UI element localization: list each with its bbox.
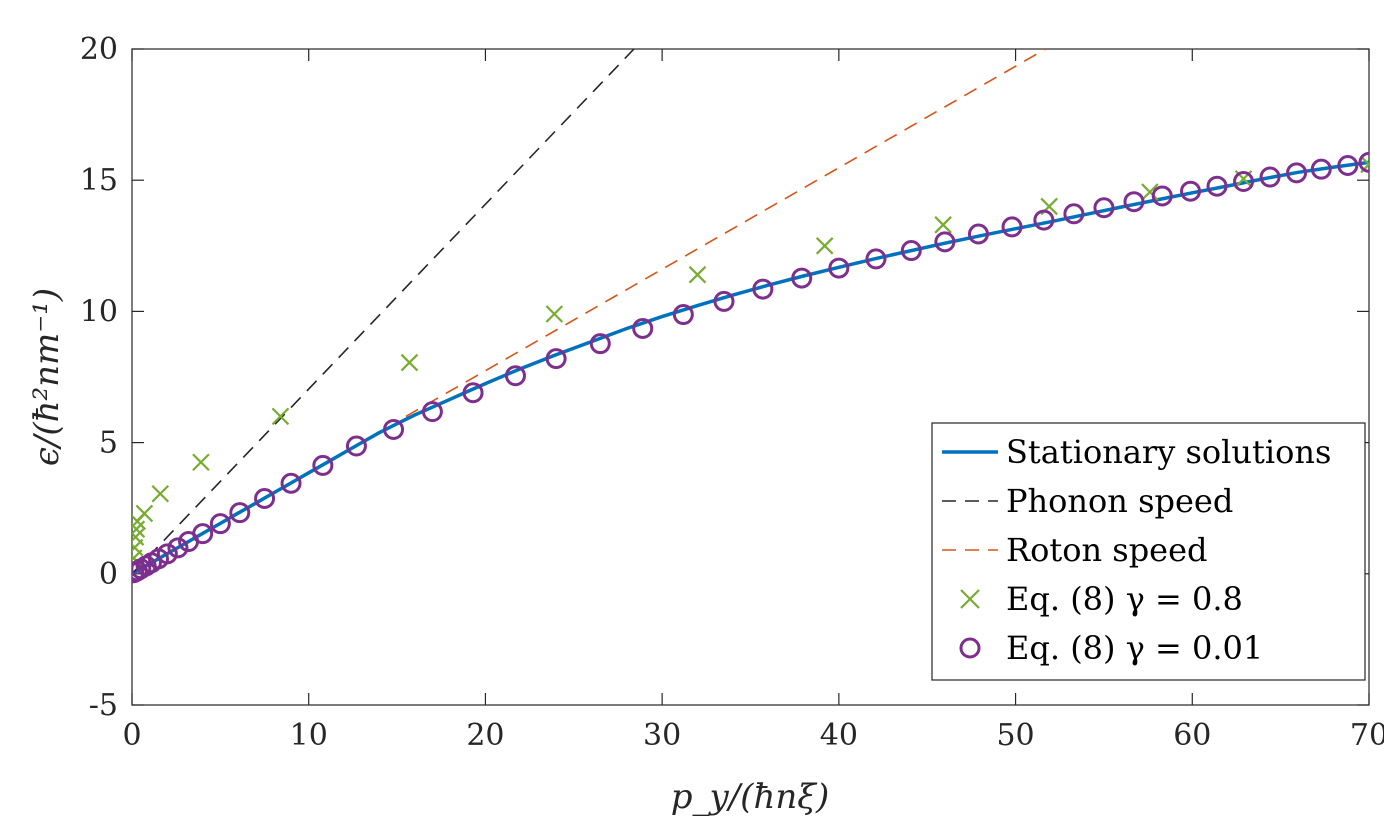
legend-label: Stationary solutions — [1006, 433, 1331, 471]
x-marker — [960, 589, 980, 609]
legend: Stationary solutions Phonon speed Roton sp… — [931, 422, 1366, 681]
legend-label: Eq. (8) γ = 0.8 — [1006, 580, 1243, 618]
o-marker — [1033, 209, 1055, 231]
o-marker — [1358, 151, 1369, 173]
x-marker — [815, 237, 834, 255]
legend-box — [931, 422, 1366, 681]
x-tick-label: 0 — [122, 718, 141, 753]
o-marker — [1310, 158, 1332, 180]
o-marker — [967, 223, 989, 245]
o-marker — [192, 523, 214, 545]
legend-item: Roton speed — [942, 531, 1208, 569]
x-marker — [135, 504, 154, 523]
y-tick-label: 5 — [99, 426, 118, 461]
x-axis-label: p_y/(ħnξ) — [671, 777, 829, 817]
o-marker — [1259, 166, 1281, 188]
x-tick-label: 20 — [466, 718, 504, 753]
legend-label: Eq. (8) γ = 0.01 — [1006, 629, 1263, 667]
x-marker — [132, 528, 145, 546]
x-marker — [151, 484, 170, 503]
series-line — [132, 49, 635, 575]
o-marker — [254, 487, 276, 509]
legend-item: Eq. (8) γ = 0.8 — [960, 580, 1243, 618]
o-marker — [1001, 216, 1023, 238]
o-marker — [632, 317, 654, 339]
y-tick-label: -5 — [89, 688, 118, 723]
o-marker — [713, 290, 735, 312]
o-marker — [828, 257, 850, 279]
series-4 — [132, 151, 1369, 584]
series-line — [132, 160, 1369, 576]
series-0 — [132, 160, 1369, 576]
y-axis-label: ϵ/(ħ²nm⁻¹) — [27, 288, 67, 466]
series-1 — [132, 49, 635, 575]
o-marker — [504, 365, 526, 387]
o-marker — [1233, 171, 1255, 193]
o-marker — [462, 382, 484, 404]
o-marker — [383, 418, 405, 440]
o-marker — [421, 401, 443, 423]
series-line — [405, 49, 1046, 418]
x-tick-label: 30 — [643, 718, 681, 753]
x-marker — [192, 453, 210, 472]
o-marker — [934, 231, 956, 253]
legend-label: Roton speed — [1006, 531, 1208, 569]
x-tick-label: 10 — [290, 718, 328, 753]
y-tick-label: 20 — [80, 32, 118, 67]
x-marker — [545, 305, 564, 323]
o-marker — [900, 240, 922, 262]
o-marker — [752, 278, 774, 300]
o-marker — [280, 472, 302, 494]
series-2 — [405, 49, 1046, 418]
x-marker — [934, 216, 952, 234]
x-tick-label: 50 — [996, 718, 1034, 753]
y-tick-label: 0 — [99, 557, 118, 592]
series-layer — [132, 49, 1369, 584]
o-marker — [1093, 197, 1115, 219]
o-marker — [1337, 155, 1359, 177]
x-marker — [688, 265, 707, 284]
x-marker — [400, 353, 419, 372]
o-marker — [865, 248, 887, 270]
o-marker — [1063, 203, 1085, 225]
o-marker — [1286, 162, 1308, 184]
o-marker — [156, 543, 178, 565]
x-marker — [1141, 183, 1159, 201]
x-tick-label: 40 — [820, 718, 858, 753]
o-marker — [959, 637, 981, 659]
legend-label: Phonon speed — [1006, 482, 1233, 520]
x-marker — [132, 520, 146, 538]
o-marker — [1123, 191, 1145, 213]
o-marker — [167, 537, 189, 559]
o-marker — [791, 267, 813, 289]
x-tick-label: 70 — [1350, 718, 1384, 753]
o-marker — [589, 333, 611, 355]
o-marker — [312, 454, 334, 476]
legend-item: Phonon speed — [942, 482, 1233, 520]
legend-item: Stationary solutions — [942, 433, 1331, 471]
x-marker — [271, 407, 290, 426]
o-marker — [672, 304, 694, 326]
o-marker — [345, 435, 367, 457]
legend-item: Eq. (8) γ = 0.01 — [959, 629, 1263, 667]
o-marker — [209, 513, 231, 535]
o-marker — [545, 348, 567, 370]
x-tick-label: 60 — [1173, 718, 1211, 753]
y-tick-label: 15 — [80, 163, 118, 198]
y-tick-label: 10 — [80, 294, 118, 329]
o-marker — [1180, 180, 1202, 202]
o-marker — [1151, 185, 1173, 207]
o-marker — [229, 502, 251, 524]
o-marker — [1206, 175, 1228, 197]
